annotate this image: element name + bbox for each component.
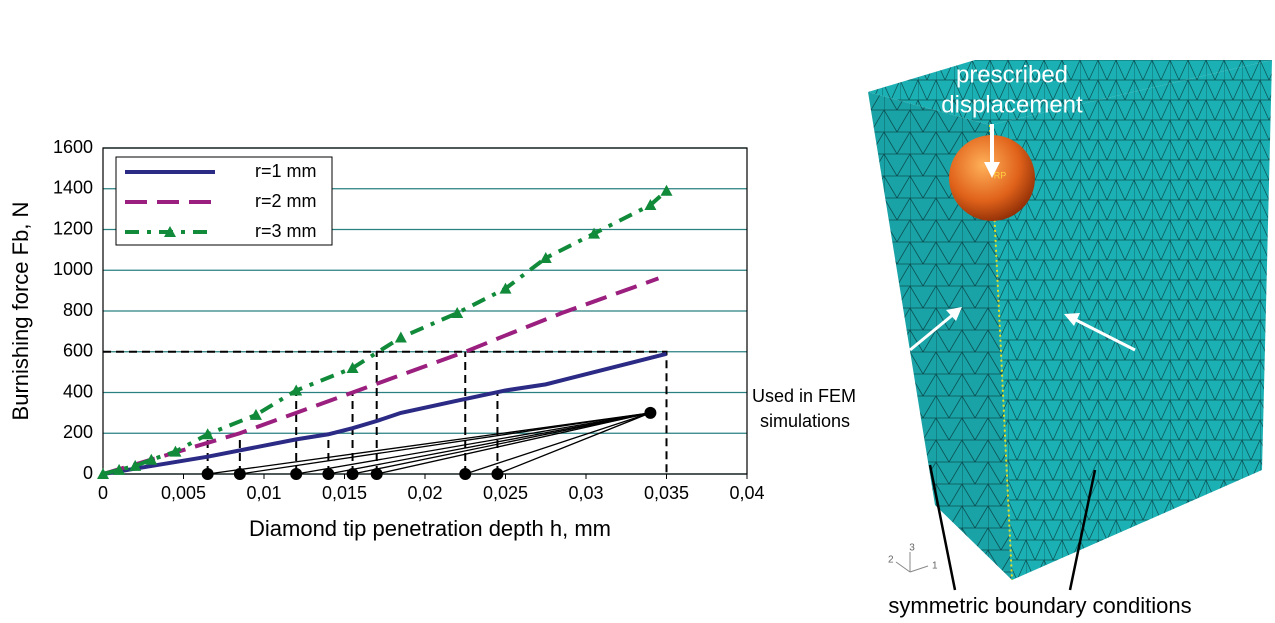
- marker: [97, 468, 109, 479]
- axis-triad: [895, 552, 929, 573]
- boundary-label: symmetric boundary conditions: [888, 593, 1191, 618]
- fem-point: [491, 468, 504, 480]
- pointer-line: [1068, 469, 1097, 591]
- x-tick-label: 0,035: [644, 483, 689, 503]
- marker: [539, 252, 552, 264]
- load-label: prescribed: [956, 61, 1068, 88]
- y-tick-label: 600: [63, 341, 93, 361]
- reference-line: [103, 350, 668, 474]
- fem-link: [207, 412, 651, 475]
- marker: [145, 453, 158, 465]
- triad-label: 3: [909, 543, 915, 554]
- fem-point: [370, 468, 383, 480]
- x-tick-label: 0,04: [729, 483, 764, 503]
- arrowhead: [946, 307, 962, 321]
- fem-link: [328, 412, 651, 475]
- marker: [249, 408, 262, 420]
- arrow: [909, 311, 956, 352]
- marker: [113, 463, 126, 475]
- fem-link: [296, 412, 651, 475]
- y-tick-label: 800: [63, 300, 93, 320]
- marker: [451, 307, 464, 319]
- series-line: [102, 276, 660, 476]
- series-line: [102, 189, 668, 476]
- marker: [290, 384, 303, 396]
- fem-point: [201, 468, 214, 480]
- annotation: simulations: [760, 411, 850, 431]
- legend-label: r=1 mm: [255, 161, 317, 181]
- fem-link: [239, 412, 651, 475]
- y-axis-title: Burnishing force Fb, N: [8, 202, 33, 421]
- plot-frame: [102, 147, 748, 475]
- fem-point: [346, 468, 359, 480]
- x-tick-label: 0: [98, 483, 108, 503]
- legend-marker: [164, 226, 176, 237]
- rp-label: RP: [994, 170, 1007, 180]
- x-tick-label: 0,005: [161, 483, 206, 503]
- marker: [169, 445, 182, 457]
- y-tick-label: 1400: [53, 178, 93, 198]
- right-face: [990, 60, 1272, 580]
- chart: 0 200 400 600 800 1000 1200 1400 1600 0 0,005 0,01 0…: [8, 137, 856, 541]
- y-tick-label: 200: [63, 422, 93, 442]
- triad-label: 2: [888, 555, 894, 566]
- x-tick-label: 0,01: [246, 483, 281, 503]
- load-arrowhead: [984, 162, 1000, 178]
- marker: [644, 199, 657, 211]
- fem-link: [465, 412, 651, 475]
- marker: [660, 184, 673, 196]
- y-tick-label: 1000: [53, 259, 93, 279]
- y-tick-label: 0: [83, 463, 93, 483]
- pointer-line: [928, 464, 957, 591]
- series-line: [102, 351, 667, 476]
- arrow: [1071, 316, 1136, 352]
- legend-label: r=2 mm: [255, 191, 317, 211]
- fem-target: [644, 406, 657, 419]
- fem-link: [497, 412, 651, 475]
- triad-label: 1: [932, 561, 938, 572]
- marker: [588, 227, 601, 239]
- fem-model: 3 2 1 RP prescribed displacement symmetr…: [868, 60, 1272, 618]
- fem-point: [290, 468, 303, 480]
- x-tick-label: 0,015: [322, 483, 367, 503]
- y-tick-label: 400: [63, 381, 93, 401]
- x-axis-title: Diamond tip penetration depth h, mm: [249, 516, 611, 541]
- y-tick-label: 1600: [53, 137, 93, 157]
- top-face: [868, 60, 1272, 125]
- fem-point: [233, 468, 246, 480]
- x-tick-label: 0,025: [483, 483, 528, 503]
- marker: [201, 428, 214, 440]
- arrowhead: [1064, 313, 1080, 326]
- fem-link: [376, 412, 651, 475]
- x-tick-label: 0,02: [407, 483, 442, 503]
- fem-link: [352, 412, 651, 475]
- marker: [394, 331, 407, 343]
- legend-label: r=3 mm: [255, 221, 317, 241]
- marker: [346, 362, 359, 374]
- y-tick-label: 1200: [53, 218, 93, 238]
- fem-point: [322, 468, 335, 480]
- marker: [129, 459, 142, 471]
- annotation: Used in FEM: [752, 386, 856, 406]
- fem-point: [459, 468, 472, 480]
- x-tick-label: 0,03: [568, 483, 603, 503]
- marker: [499, 282, 512, 294]
- load-label: displacement: [941, 91, 1083, 118]
